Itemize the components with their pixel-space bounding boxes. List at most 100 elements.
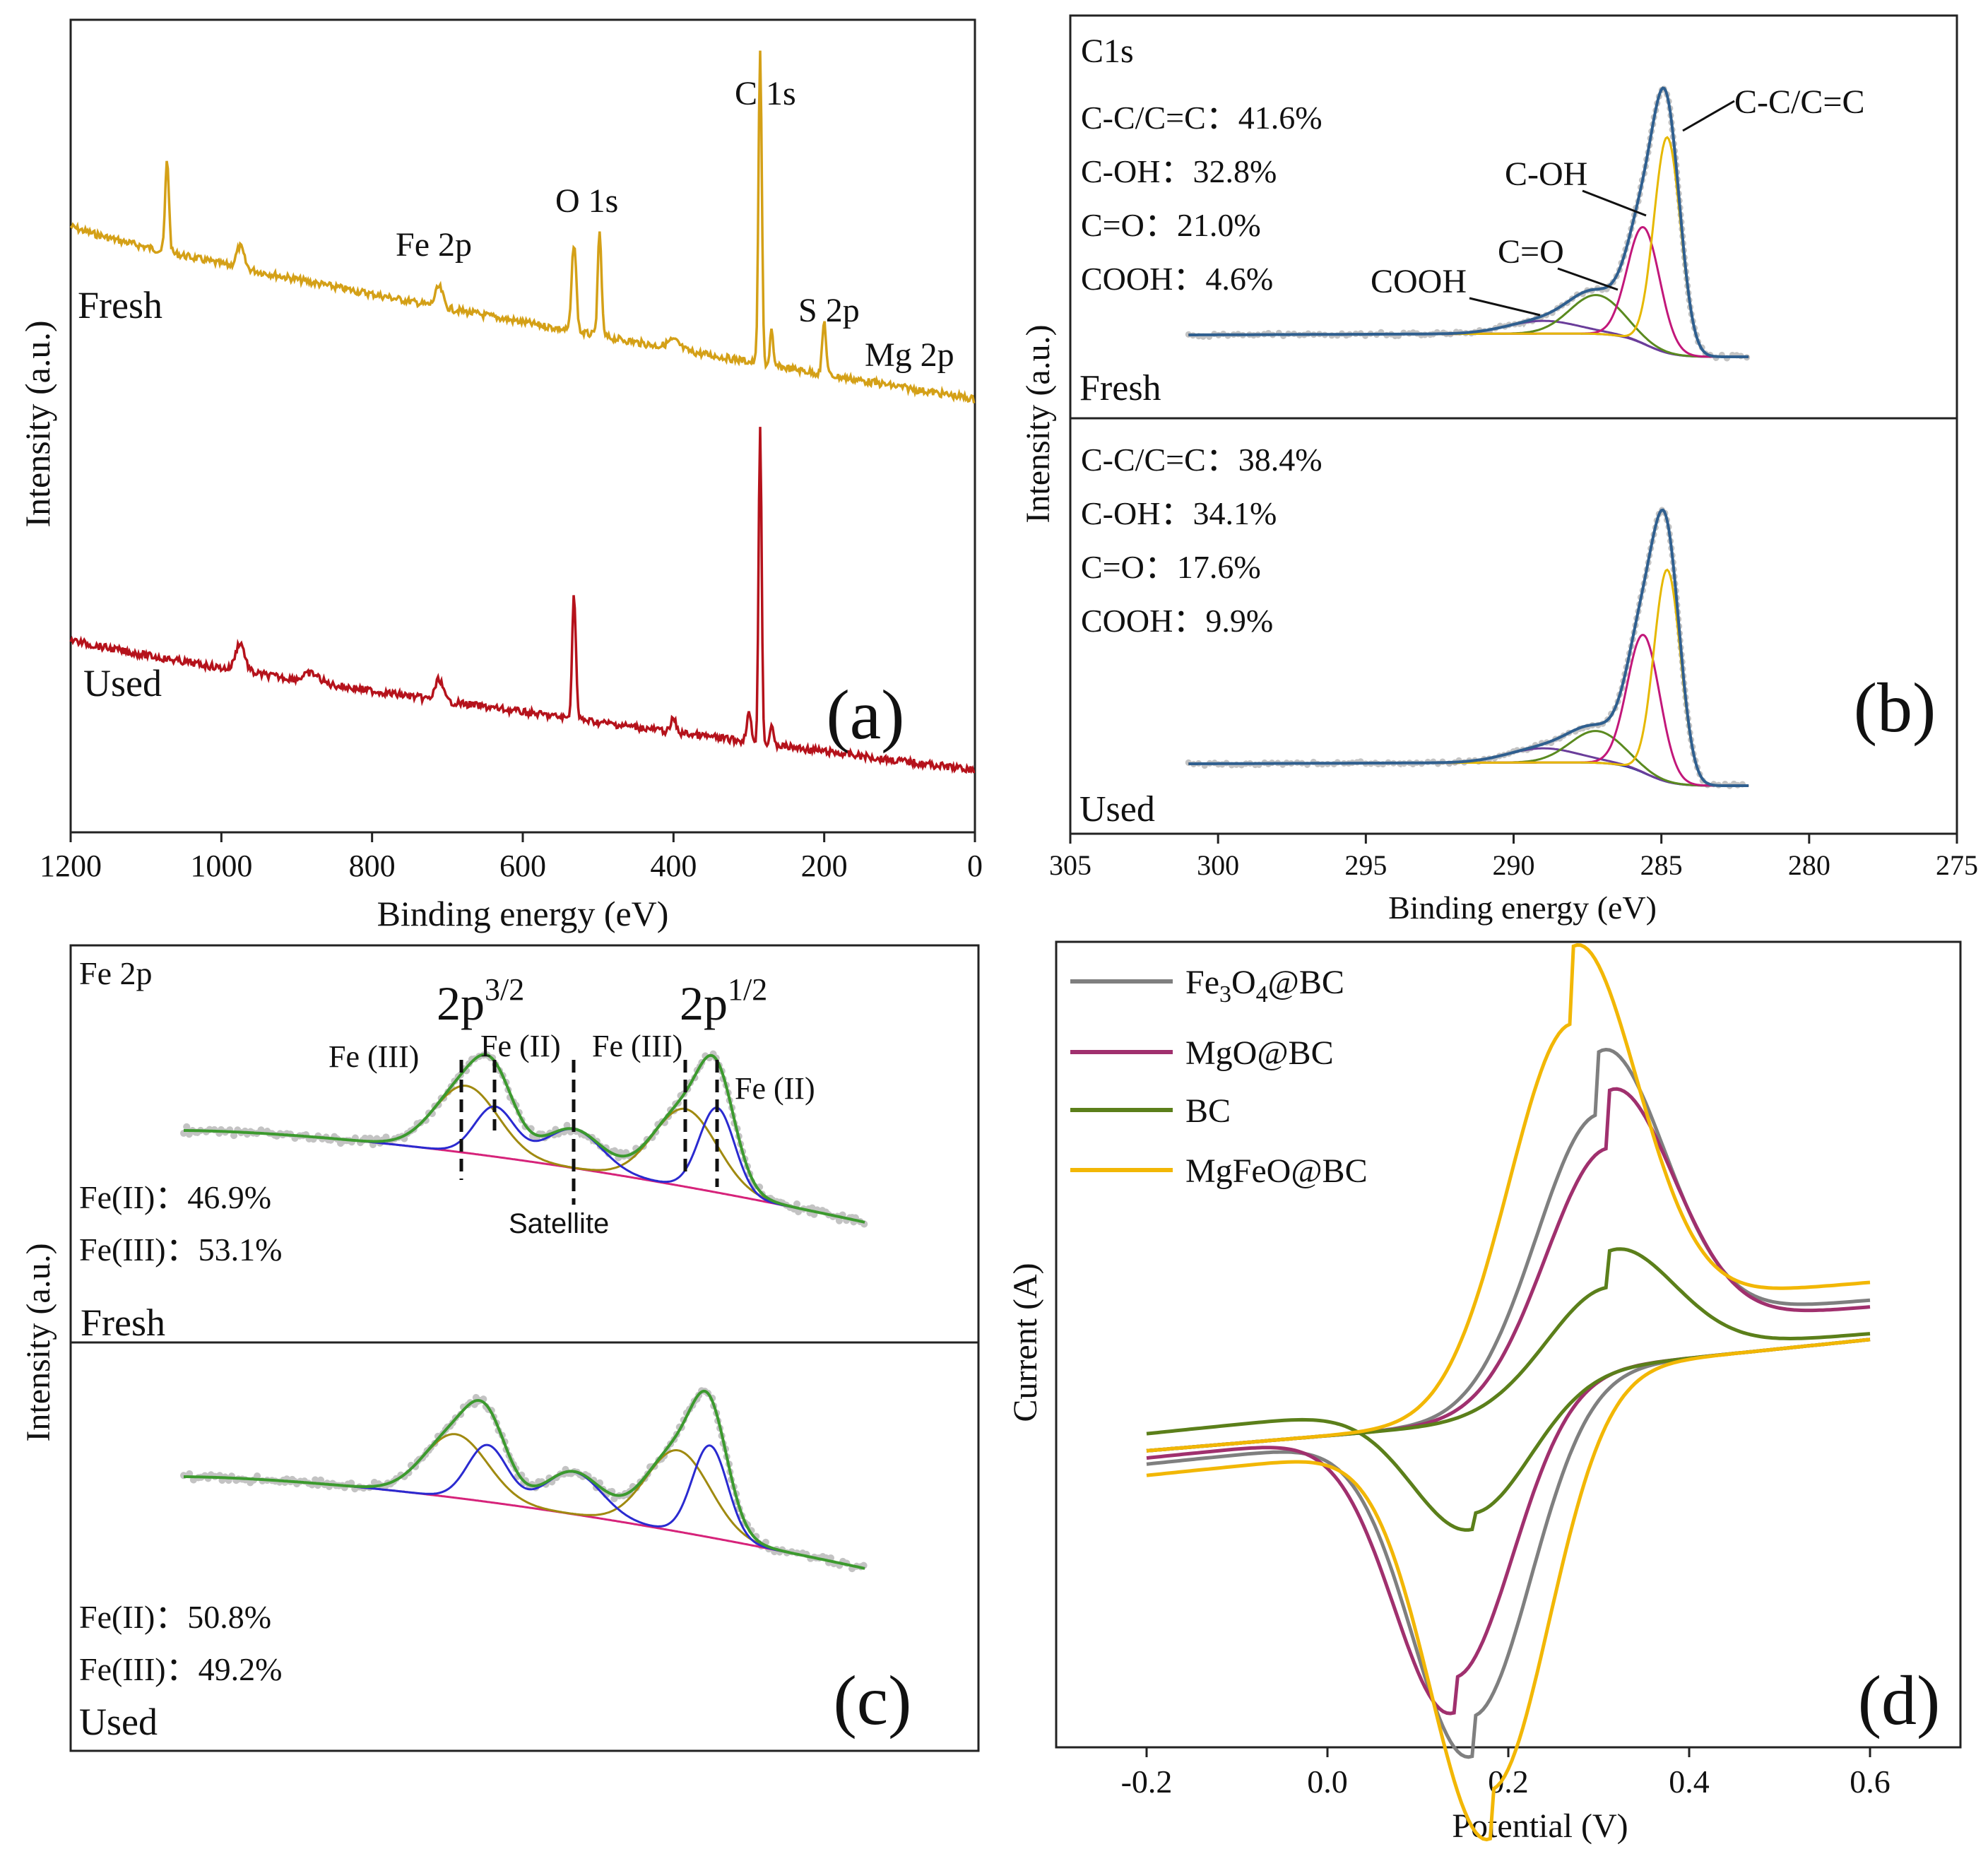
panel-c-fresh-label: Fresh (81, 1301, 165, 1344)
panel-c-ylabel: Intensity (a.u.) (20, 1243, 57, 1441)
panel-c-fresh-comp-2: Fe(III)：53.1% (79, 1232, 282, 1268)
panel-a-x-tick-labels: 1200 1000 800 600 400 200 0 (40, 849, 983, 883)
panel-a-peak-o1s: O 1s (555, 182, 618, 220)
panel-d-label: (d) (1858, 1661, 1941, 1740)
panel-d-cv-curves (1146, 943, 1871, 1842)
panel-c-label-satellite: Satellite (509, 1208, 609, 1239)
panel-a-ylabel: Intensity (a.u.) (18, 321, 57, 528)
panel-a-x-tick-label: 600 (499, 849, 546, 883)
panel-a-x-ticks (69, 832, 976, 842)
panel-a-used-spectrum (69, 427, 976, 774)
panel-c-used-comp-1: Fe(II)：50.8% (79, 1599, 271, 1635)
panel-a-peak-c1s: C 1s (735, 75, 796, 112)
panel-c-label-fe3-a: Fe (III) (329, 1039, 419, 1074)
cv-mgfeo-bc-cathodic (1146, 1338, 1871, 1842)
panel-b-x-tick-label: 285 (1640, 849, 1683, 881)
panel-d-xlabel: Potential (V) (1452, 1807, 1628, 1845)
panel-d-legend: Fe3O4@BC MgO@BC BC MgFeO@BC (1070, 964, 1368, 1190)
cv-fe3o4-bc-cathodic (1146, 1338, 1871, 1759)
panel-d-x-tick-label: 0.6 (1850, 1764, 1891, 1800)
panel-c-label-fe2-a: Fe (II) (480, 1029, 561, 1063)
panel-b-xlabel: Binding energy (eV) (1388, 890, 1657, 926)
panel-c-frame (69, 944, 980, 1752)
panel-b-annot-coh: C-OH (1505, 155, 1587, 193)
panel-b-x-tick-label: 275 (1936, 849, 1978, 881)
panel-b-annot-co: C=O (1498, 233, 1564, 271)
panel-a: 1200 1000 800 600 400 200 0 Binding energy (eV… (18, 18, 983, 933)
panel-b-label: (b) (1854, 668, 1936, 747)
panel-b-x-tick-labels: 305 300 295 290 285 280 275 (1049, 849, 1978, 881)
cv-mgfeo-bc-anodic (1146, 943, 1871, 1453)
panel-c-label: (c) (834, 1661, 912, 1740)
panel-b-used-comp-4: COOH：9.9% (1081, 603, 1273, 639)
panel-b-fresh-comp-3: C=O：21.0% (1081, 207, 1261, 243)
panel-b-fresh-envelope (1188, 86, 1749, 358)
panel-c-label-2p12: 2p1/2 (680, 972, 767, 1030)
panel-d-ylabel: Current (A) (1007, 1263, 1044, 1422)
panel-c-used-label: Used (79, 1701, 158, 1743)
panel-c-label-fe2-b: Fe (II) (735, 1071, 815, 1106)
panel-c-label-fe3-b: Fe (III) (592, 1029, 682, 1063)
panel-d-x-tick-labels: -0.2 0.0 0.2 0.4 0.6 (1121, 1764, 1891, 1800)
panel-c-dashed-markers (459, 1060, 719, 1205)
panel-c-used-envelope (184, 1389, 865, 1570)
panel-a-peak-mg2p: Mg 2p (865, 336, 954, 374)
panel-a-xlabel: Binding energy (eV) (377, 894, 669, 933)
panel-c-fresh-comp-1: Fe(II)：46.9% (79, 1179, 271, 1215)
panel-b-ylabel: Intensity (a.u.) (1019, 324, 1057, 523)
legend-label-bc: BC (1185, 1092, 1231, 1130)
panel-a-fresh-label: Fresh (78, 284, 162, 326)
panel-a-x-tick-label: 1200 (40, 849, 102, 883)
panel-d: -0.2 0.0 0.2 0.4 0.6 Potential (V) Current (… (1007, 940, 1962, 1845)
panel-b-x-tick-label: 305 (1049, 849, 1091, 881)
panel-a-peak-fe2p: Fe 2p (396, 226, 472, 264)
legend-label-mgo: MgO@BC (1185, 1034, 1334, 1072)
panel-b-x-tick-label: 300 (1197, 849, 1239, 881)
panel-b-fresh-comp-2: C-OH：32.8% (1081, 153, 1277, 189)
panel-a-x-tick-label: 400 (650, 849, 697, 883)
panel-b: 305 300 295 290 285 280 275 Binding energy (eV… (1019, 14, 1978, 926)
panel-a-peak-s2p: S 2p (798, 292, 860, 329)
legend-label-fe3o4: Fe3O4@BC (1185, 964, 1344, 1008)
panel-b-used-comp-1: C-C/C=C：38.4% (1081, 442, 1323, 478)
panel-a-x-tick-label: 1000 (190, 849, 252, 883)
panel-b-used-comp-3: C=O：17.6% (1081, 549, 1261, 585)
panel-a-used-label: Used (83, 662, 162, 704)
panel-c-fresh-title: Fe 2p (79, 955, 153, 991)
panel-b-x-tick-label: 295 (1344, 849, 1387, 881)
cv-fe3o4-bc-anodic (1146, 1047, 1871, 1453)
panel-b-used-label: Used (1079, 789, 1155, 829)
panel-b-x-ticks (1069, 834, 1958, 844)
panel-c: Intensity (a.u.) Fe 2p 2p3/2 2p1/2 Fe (I… (20, 944, 980, 1752)
legend-label-mgfeo: MgFeO@BC (1185, 1152, 1368, 1190)
panel-b-fresh-title: C1s (1081, 33, 1134, 70)
panel-b-annot-cc: C-C/C=C (1734, 83, 1864, 121)
panel-a-x-tick-label: 800 (349, 849, 396, 883)
panel-a-x-tick-label: 200 (801, 849, 848, 883)
panel-b-used-comp-2: C-OH：34.1% (1081, 495, 1277, 531)
panel-b-used-envelope (1188, 508, 1749, 787)
panel-b-frame (1069, 14, 1958, 835)
panel-a-x-tick-label: 0 (967, 849, 983, 883)
panel-c-fresh-envelope (184, 1053, 865, 1224)
panel-d-x-tick-label: 0.4 (1669, 1764, 1710, 1800)
panel-b-fresh-comp-1: C-C/C=C：41.6% (1081, 100, 1323, 136)
panel-a-fresh-spectrum (69, 50, 976, 404)
panel-c-used-comp-2: Fe(III)：49.2% (79, 1651, 282, 1687)
panel-b-used-raw-data (1185, 501, 1752, 793)
panel-a-label: (a) (827, 675, 905, 754)
cv-mgo-bc-anodic (1146, 1087, 1871, 1453)
cv-bc-cathodic (1146, 1338, 1871, 1532)
panel-d-x-ticks (1145, 1747, 1871, 1757)
panel-b-fresh-comp-4: COOH：4.6% (1081, 261, 1273, 297)
panel-b-annotation-arrows (1469, 100, 1735, 317)
panel-c-used-background (184, 1475, 865, 1570)
panel-b-annot-cooh: COOH (1371, 263, 1467, 300)
panel-d-x-tick-label: 0.0 (1307, 1764, 1348, 1800)
panel-b-x-tick-label: 280 (1788, 849, 1830, 881)
panel-c-label-2p32: 2p3/2 (437, 972, 524, 1030)
panel-b-x-tick-label: 290 (1493, 849, 1535, 881)
panel-d-x-tick-label: -0.2 (1121, 1764, 1173, 1800)
panel-b-fresh-label: Fresh (1079, 368, 1161, 408)
